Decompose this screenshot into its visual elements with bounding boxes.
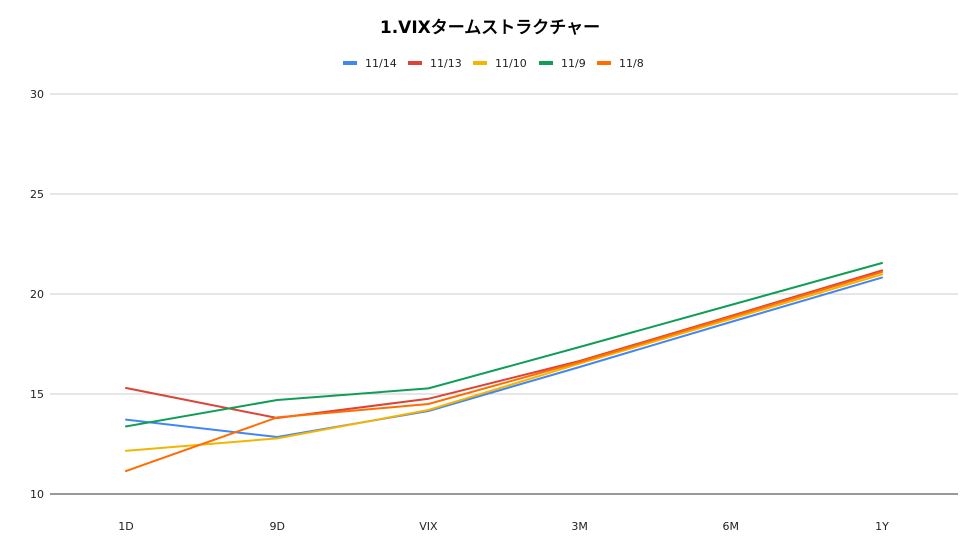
legend-swatch <box>408 61 422 65</box>
legend-swatch <box>343 61 357 65</box>
legend-label: 11/9 <box>561 57 586 70</box>
legend: 11/14 11/13 11/10 11/9 11/8 <box>343 57 644 70</box>
legend-swatch <box>473 61 487 65</box>
y-tick-label: 30 <box>30 88 44 101</box>
series-line-11-10 <box>125 273 883 452</box>
x-tick-label: 3M <box>571 520 588 533</box>
legend-swatch <box>539 61 553 65</box>
x-tick-label: VIX <box>419 520 438 533</box>
legend-label: 11/8 <box>619 57 644 70</box>
series-line-11-14 <box>125 276 883 438</box>
x-axis-ticks: 1D 9D VIX 3M 6M 1Y <box>118 520 889 533</box>
x-tick-label: 1Y <box>875 520 889 533</box>
x-tick-label: 9D <box>269 520 284 533</box>
y-axis-ticks: 10 15 20 25 30 <box>30 88 44 501</box>
legend-label: 11/13 <box>430 57 462 70</box>
legend-label: 11/14 <box>365 57 397 70</box>
series-line-11-13 <box>125 269 883 419</box>
legend-swatch <box>597 61 611 65</box>
grid <box>50 93 958 495</box>
series-line-11-9 <box>125 262 883 428</box>
legend-label: 11/10 <box>495 57 527 70</box>
y-tick-label: 10 <box>30 488 44 501</box>
x-tick-label: 6M <box>723 520 740 533</box>
chart-title: 1.VIXタームストラクチャー <box>380 18 600 38</box>
x-tick-label: 1D <box>118 520 133 533</box>
y-tick-label: 20 <box>30 288 44 301</box>
y-tick-label: 25 <box>30 188 44 201</box>
series-line-11-8 <box>125 271 883 472</box>
y-tick-label: 15 <box>30 388 44 401</box>
series-lines <box>125 262 883 472</box>
